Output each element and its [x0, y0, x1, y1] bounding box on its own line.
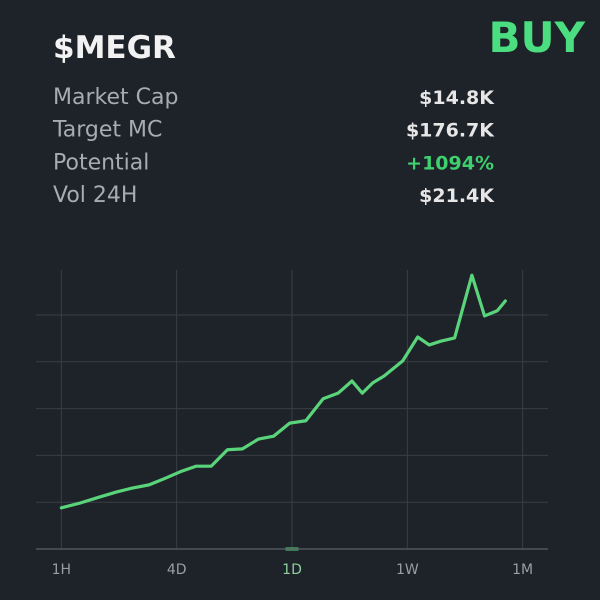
- stat-label: Potential: [53, 150, 149, 175]
- price-line: [59, 273, 507, 510]
- signal: BUY: [488, 13, 585, 62]
- x-tick-label: 1H: [52, 562, 71, 578]
- x-tick-label: 4D: [167, 562, 187, 578]
- x-tick-label: 1M: [512, 562, 533, 578]
- stat-value: $21.4K: [419, 185, 495, 207]
- x-tick-label: 1D: [282, 562, 302, 578]
- x-tick-label: 1W: [396, 562, 419, 578]
- stat-value: $176.7K: [406, 120, 495, 142]
- stat-value: $14.8K: [419, 87, 495, 109]
- stat-label: Target MC: [52, 118, 162, 143]
- stat-value: +1094%: [406, 152, 494, 174]
- stat-label: Market Cap: [53, 85, 178, 110]
- token-title: $MEGR: [53, 30, 176, 66]
- stat-label: Vol 24H: [53, 183, 137, 208]
